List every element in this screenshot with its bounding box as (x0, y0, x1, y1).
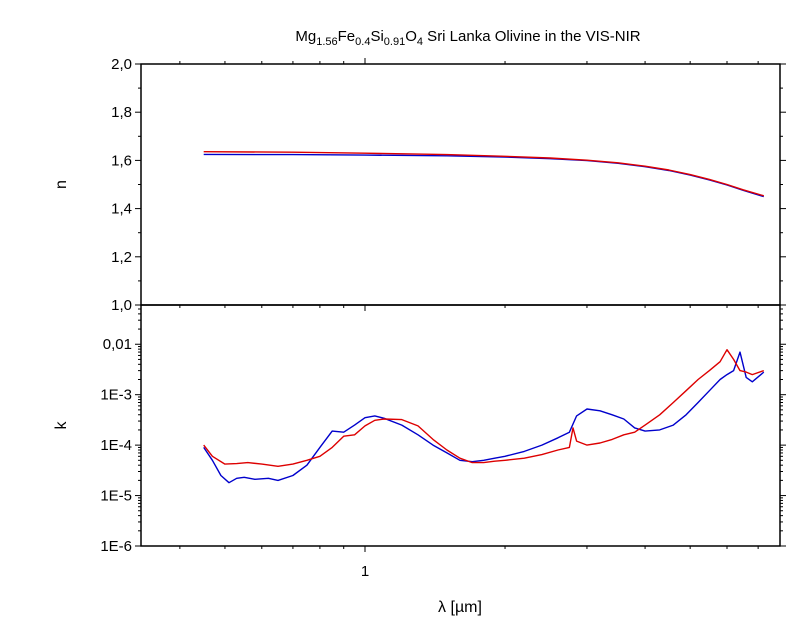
k-panel-frame (140, 304, 781, 547)
n-y-tick-label: 1,6 (111, 152, 132, 169)
n-series-red (203, 151, 764, 197)
n-axis-label: n (53, 180, 70, 189)
n-y-tick-label: 1,8 (111, 104, 132, 121)
n-series-blue (203, 153, 765, 198)
n-y-tick-label: 1,2 (111, 249, 132, 266)
n-panel: 1,0 1,2 1,4 1,6 1,8 2,0 n (53, 56, 786, 314)
k-y-tick-label: 1E-4 (100, 437, 132, 454)
n-y-tick-label: 1,4 (111, 201, 132, 218)
k-y-tick-label: 1E-5 (100, 488, 132, 505)
x-tick-label: 1 (361, 563, 369, 580)
k-series-red (203, 349, 765, 467)
k-panel: 1E-6 1E-5 1E-4 1E-3 0,01 k 1 (53, 304, 786, 580)
k-y-tick-label: 0,01 (103, 336, 132, 353)
n-panel-frame (140, 63, 781, 306)
x-axis-label: λ [µm] (438, 599, 482, 616)
n-y-tick-label: 2,0 (111, 56, 132, 73)
k-y-tick-label: 1E-3 (100, 387, 132, 404)
n-y-tick-label: 1,0 (111, 297, 132, 314)
k-axis-label: k (53, 421, 70, 430)
chart-title: Mg1.56Fe0.4Si0.91O4 Sri Lanka Olivine in… (295, 28, 640, 48)
k-series-blue (203, 351, 765, 484)
k-y-tick-label: 1E-6 (100, 538, 132, 555)
